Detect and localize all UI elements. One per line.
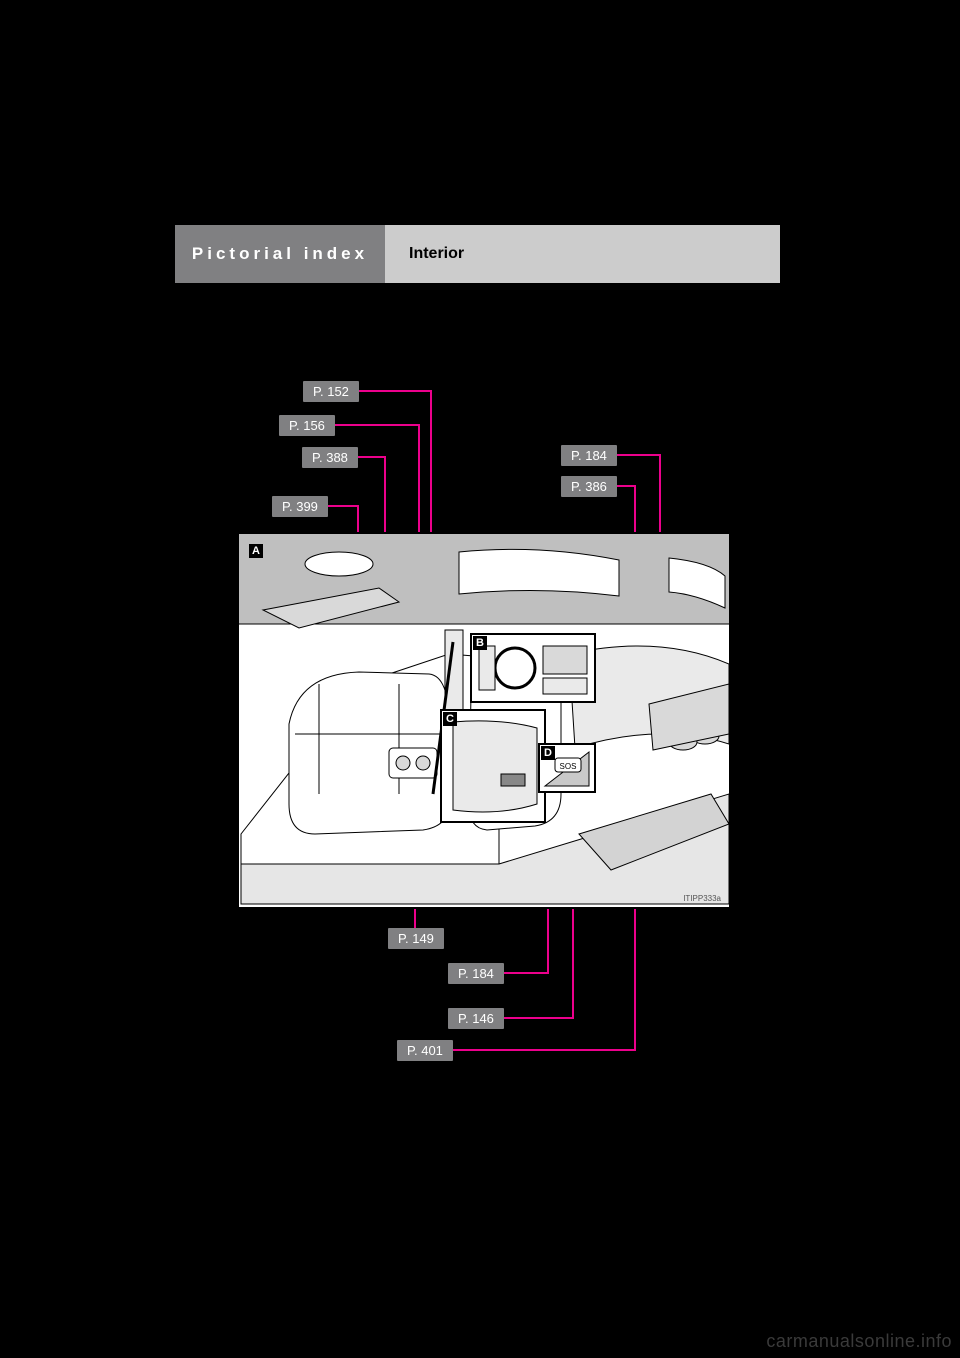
- panel-label-c: C: [443, 712, 457, 726]
- page-ref-p152: P. 152: [303, 381, 359, 402]
- interior-svg: SOS: [239, 534, 729, 907]
- page-ref-p399: P. 399: [272, 496, 328, 517]
- panel-label-d: D: [541, 746, 555, 760]
- page-ref-p386: P. 386: [561, 476, 617, 497]
- page-ref-p146: P. 146: [448, 1008, 504, 1029]
- page-ref-p184a: P. 184: [561, 445, 617, 466]
- panel-label-a: A: [249, 544, 263, 558]
- page-header: Pictorial index Interior: [175, 225, 780, 283]
- manual-page: Pictorial index Interior: [175, 225, 780, 1185]
- page-ref-p388: P. 388: [302, 447, 358, 468]
- interior-illustration: SOS A B C D ITIPP333a: [237, 532, 731, 909]
- svg-text:SOS: SOS: [560, 762, 577, 771]
- page-ref-p156: P. 156: [279, 415, 335, 436]
- header-subtitle: Interior: [385, 225, 780, 283]
- page-ref-p149: P. 149: [388, 928, 444, 949]
- header-section-title: Pictorial index: [175, 225, 385, 283]
- site-watermark: carmanualsonline.info: [766, 1331, 952, 1352]
- raster-id: ITIPP333a: [683, 894, 721, 903]
- page-ref-p401: P. 401: [397, 1040, 453, 1061]
- diagram-area: SOS A B C D ITIPP333a P. 152 P. 156 P. 388…: [175, 283, 780, 1133]
- page-ref-p184b: P. 184: [448, 963, 504, 984]
- panel-label-b: B: [473, 636, 487, 650]
